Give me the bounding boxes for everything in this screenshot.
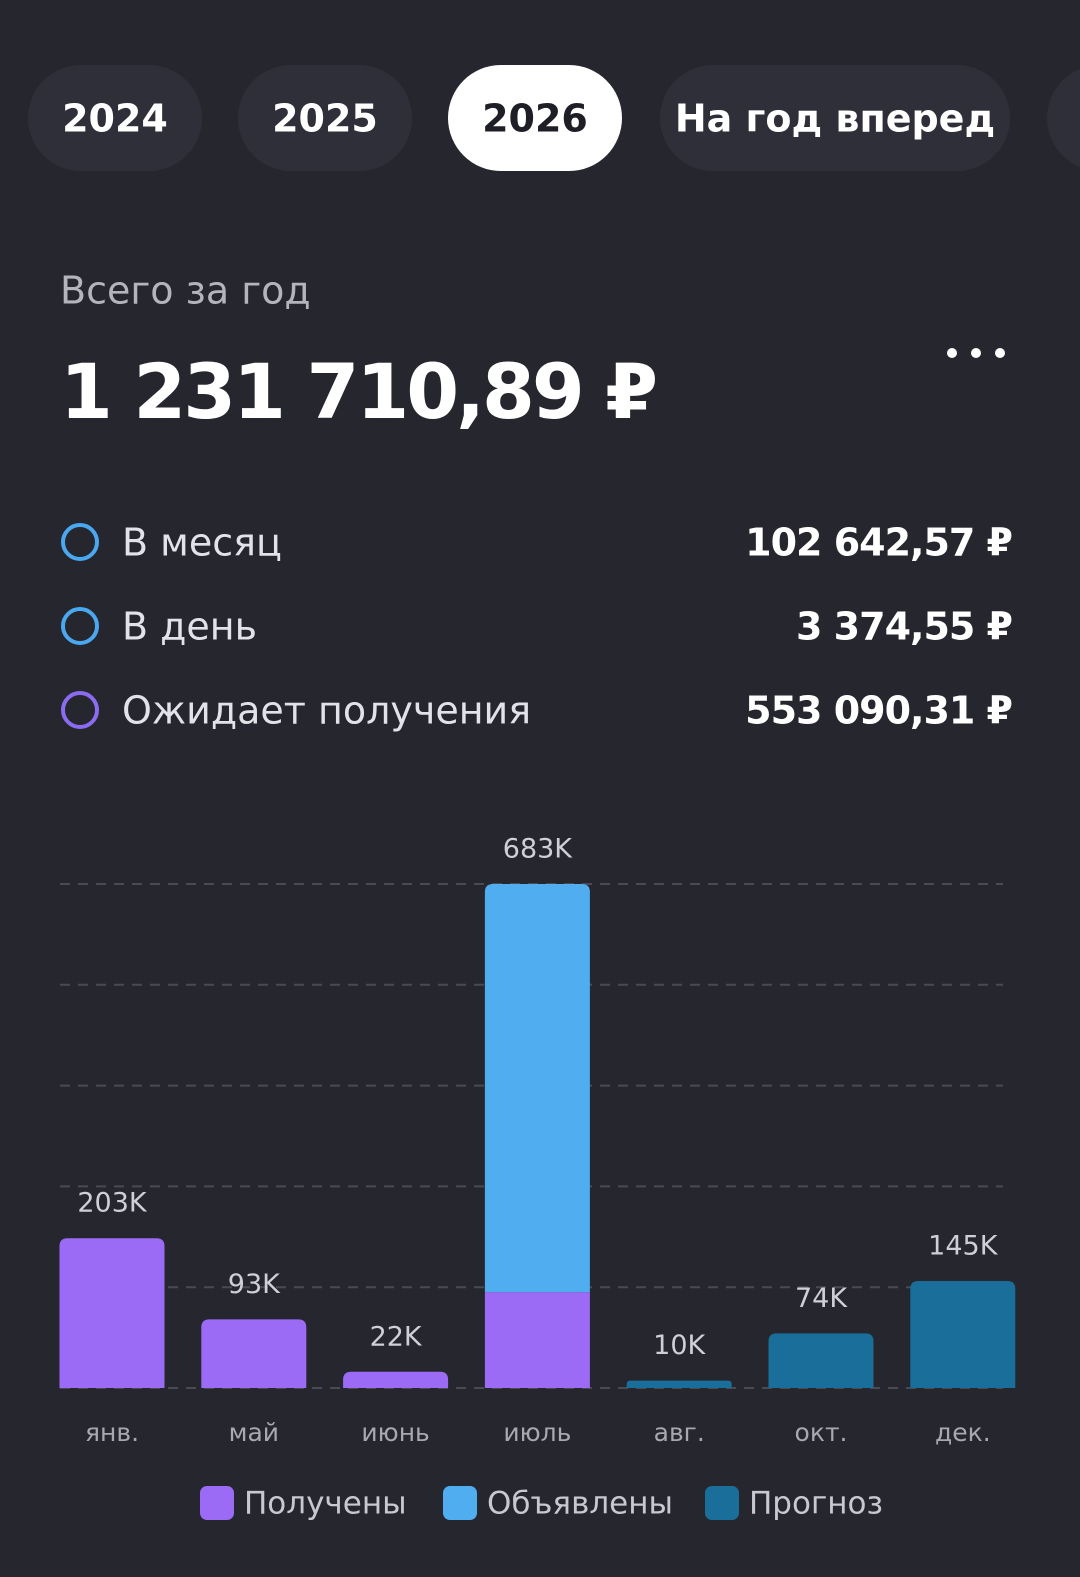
- row-value: 553 090,31 ₽: [745, 689, 1012, 733]
- total-label: 93K: [228, 1269, 281, 1300]
- tab-label: 2026: [482, 97, 588, 141]
- row-label: В день: [122, 605, 257, 649]
- row-label: Ожидает получения: [122, 689, 531, 733]
- more-button[interactable]: [947, 348, 1005, 358]
- bar-segment: [343, 1371, 449, 1388]
- tab-partial[interactable]: [1047, 65, 1080, 171]
- row-label: В месяц: [122, 521, 282, 565]
- bar-segment: [910, 1281, 1016, 1388]
- total-label: 10K: [653, 1330, 706, 1361]
- x-tick-label: май: [229, 1418, 279, 1447]
- bar-segment: [484, 1292, 590, 1388]
- total-label: 74K: [795, 1283, 848, 1314]
- x-tick-label: янв.: [85, 1418, 139, 1447]
- row-value: 3 374,55 ₽: [796, 605, 1012, 649]
- total-label: 683K: [503, 834, 574, 865]
- x-tick-label: окт.: [795, 1418, 848, 1447]
- dot: [971, 348, 981, 358]
- legend-swatch: [200, 1486, 234, 1520]
- bar-segment: [484, 884, 590, 1293]
- legend-label: Получены: [244, 1486, 407, 1522]
- x-tick-label: дек.: [935, 1418, 991, 1447]
- row-marker: [61, 523, 99, 561]
- legend-swatch: [443, 1486, 477, 1520]
- tab[interactable]: [448, 65, 622, 171]
- bar-segment: [201, 1319, 307, 1388]
- tab[interactable]: [28, 65, 202, 171]
- legend-label: Объявлены: [487, 1486, 673, 1522]
- row-marker: [61, 607, 99, 645]
- row-value: 102 642,57 ₽: [745, 521, 1012, 565]
- dot: [995, 348, 1005, 358]
- total-label: 145K: [928, 1231, 999, 1262]
- dot: [947, 348, 957, 358]
- tab-label: На год вперед: [675, 97, 995, 141]
- x-tick-label: авг.: [654, 1418, 705, 1447]
- legend-label: Прогноз: [749, 1486, 883, 1522]
- x-tick-label: июль: [503, 1418, 571, 1447]
- summary-amount: 1 231 710,89 ₽: [60, 347, 655, 436]
- bar-segment: [768, 1333, 874, 1388]
- legend-swatch: [705, 1486, 739, 1520]
- total-label: 203K: [77, 1188, 148, 1219]
- tab[interactable]: [238, 65, 412, 171]
- tab-label: 2025: [272, 97, 378, 141]
- tab-label: 2024: [62, 97, 168, 141]
- x-tick-label: июнь: [361, 1418, 429, 1447]
- row-marker: [61, 691, 99, 729]
- tab[interactable]: [660, 65, 1010, 171]
- bar-segment: [626, 1380, 732, 1388]
- bar-segment: [59, 1238, 165, 1388]
- total-label: 22K: [370, 1321, 423, 1352]
- summary-title: Всего за год: [60, 269, 311, 313]
